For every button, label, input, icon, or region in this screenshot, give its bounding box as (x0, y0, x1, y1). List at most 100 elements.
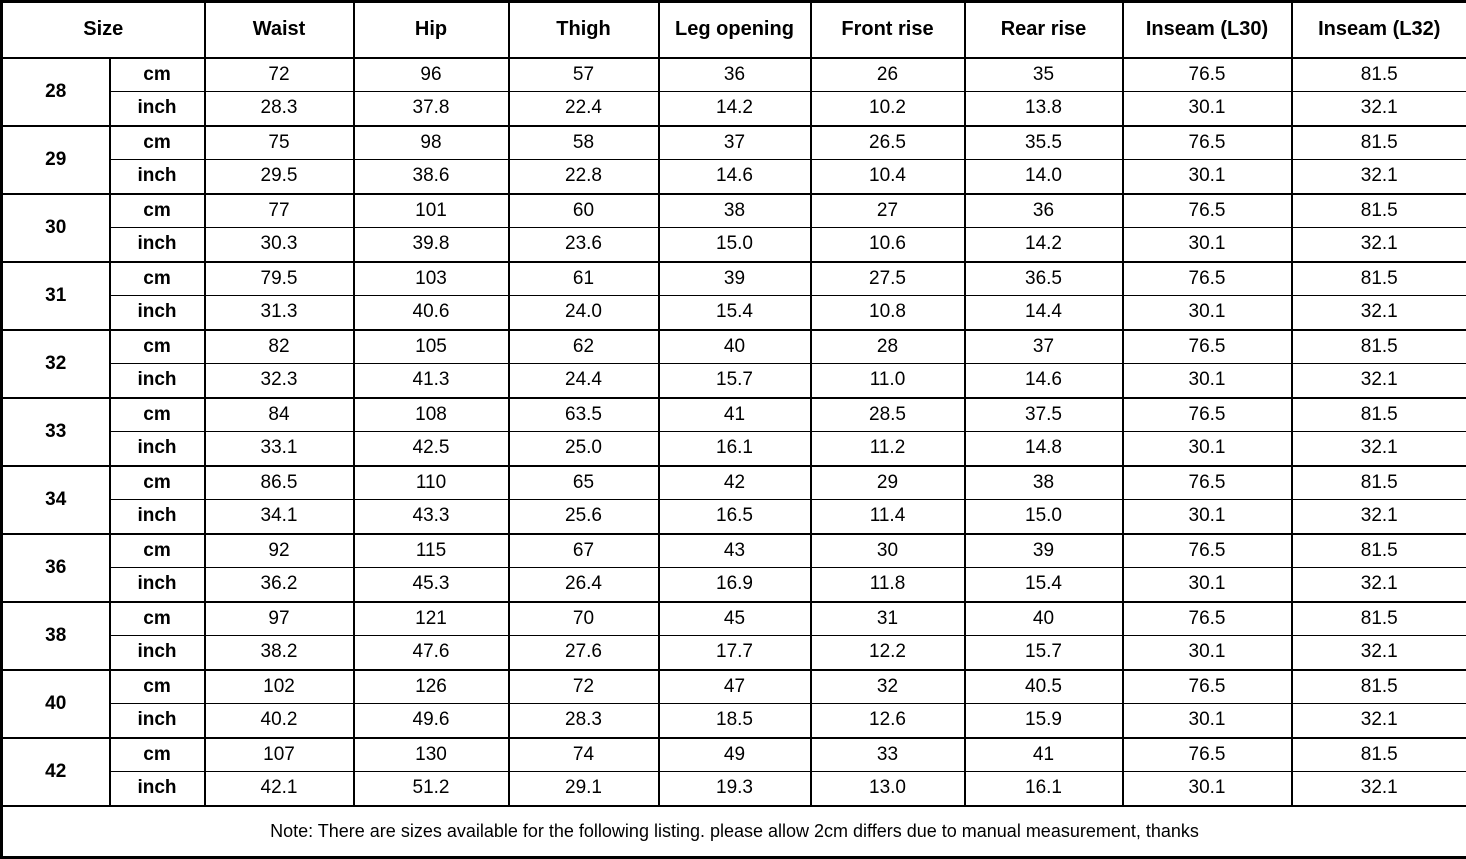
value-cell: 28.3 (205, 92, 354, 126)
value-cell: 10.4 (811, 160, 965, 194)
unit-label-inch: inch (110, 568, 205, 602)
value-cell: 96 (354, 58, 509, 92)
value-cell: 76.5 (1123, 398, 1292, 432)
value-cell: 45.3 (354, 568, 509, 602)
value-cell: 62 (509, 330, 659, 364)
note-row: Note: There are sizes available for the … (2, 806, 1466, 858)
value-cell: 29.5 (205, 160, 354, 194)
unit-label-inch: inch (110, 772, 205, 806)
value-cell: 79.5 (205, 262, 354, 296)
value-cell: 38 (965, 466, 1123, 500)
value-cell: 11.0 (811, 364, 965, 398)
value-cell: 74 (509, 738, 659, 772)
value-cell: 72 (509, 670, 659, 704)
header-row: Size Waist Hip Thigh Leg opening Front r… (2, 2, 1466, 58)
value-cell: 86.5 (205, 466, 354, 500)
value-cell: 27 (811, 194, 965, 228)
value-cell: 30.1 (1123, 228, 1292, 262)
value-cell: 32.1 (1292, 160, 1466, 194)
value-cell: 15.7 (965, 636, 1123, 670)
value-cell: 26.4 (509, 568, 659, 602)
value-cell: 30.1 (1123, 704, 1292, 738)
size-label: 28 (2, 58, 110, 126)
value-cell: 41.3 (354, 364, 509, 398)
header-thigh: Thigh (509, 2, 659, 58)
size-label: 40 (2, 670, 110, 738)
unit-label-inch: inch (110, 296, 205, 330)
size-label: 36 (2, 534, 110, 602)
value-cell: 30.1 (1123, 636, 1292, 670)
value-cell: 63.5 (509, 398, 659, 432)
value-cell: 16.5 (659, 500, 811, 534)
unit-label-inch: inch (110, 636, 205, 670)
value-cell: 28.5 (811, 398, 965, 432)
unit-label-cm: cm (110, 262, 205, 296)
value-cell: 32.1 (1292, 568, 1466, 602)
value-cell: 81.5 (1292, 466, 1466, 500)
value-cell: 108 (354, 398, 509, 432)
value-cell: 102 (205, 670, 354, 704)
value-cell: 14.0 (965, 160, 1123, 194)
value-cell: 32.1 (1292, 92, 1466, 126)
value-cell: 32.1 (1292, 772, 1466, 806)
value-cell: 26.5 (811, 126, 965, 160)
value-cell: 36 (659, 58, 811, 92)
value-cell: 82 (205, 330, 354, 364)
value-cell: 81.5 (1292, 330, 1466, 364)
value-cell: 38.2 (205, 636, 354, 670)
value-cell: 33.1 (205, 432, 354, 466)
value-cell: 28.3 (509, 704, 659, 738)
table-footer: Note: There are sizes available for the … (2, 806, 1466, 858)
value-cell: 36.2 (205, 568, 354, 602)
unit-label-cm: cm (110, 126, 205, 160)
unit-label-inch: inch (110, 704, 205, 738)
value-cell: 39 (965, 534, 1123, 568)
value-cell: 40 (659, 330, 811, 364)
unit-label-inch: inch (110, 160, 205, 194)
value-cell: 115 (354, 534, 509, 568)
value-cell: 15.7 (659, 364, 811, 398)
value-cell: 27.5 (811, 262, 965, 296)
value-cell: 12.6 (811, 704, 965, 738)
value-cell: 37.5 (965, 398, 1123, 432)
value-cell: 76.5 (1123, 330, 1292, 364)
value-cell: 11.4 (811, 500, 965, 534)
value-cell: 29.1 (509, 772, 659, 806)
value-cell: 60 (509, 194, 659, 228)
unit-label-inch: inch (110, 92, 205, 126)
value-cell: 10.2 (811, 92, 965, 126)
value-cell: 67 (509, 534, 659, 568)
header-rear-rise: Rear rise (965, 2, 1123, 58)
value-cell: 23.6 (509, 228, 659, 262)
value-cell: 126 (354, 670, 509, 704)
value-cell: 31.3 (205, 296, 354, 330)
value-cell: 49 (659, 738, 811, 772)
value-cell: 37 (965, 330, 1123, 364)
value-cell: 24.0 (509, 296, 659, 330)
unit-label-cm: cm (110, 602, 205, 636)
value-cell: 29 (811, 466, 965, 500)
value-cell: 49.6 (354, 704, 509, 738)
note-text: Note: There are sizes available for the … (2, 806, 1466, 858)
value-cell: 25.6 (509, 500, 659, 534)
header-leg-opening: Leg opening (659, 2, 811, 58)
value-cell: 40 (965, 602, 1123, 636)
value-cell: 15.0 (659, 228, 811, 262)
value-cell: 32.1 (1292, 636, 1466, 670)
value-cell: 14.8 (965, 432, 1123, 466)
value-cell: 32.1 (1292, 704, 1466, 738)
value-cell: 13.8 (965, 92, 1123, 126)
unit-label-cm: cm (110, 194, 205, 228)
value-cell: 36.5 (965, 262, 1123, 296)
value-cell: 30.1 (1123, 92, 1292, 126)
value-cell: 92 (205, 534, 354, 568)
value-cell: 72 (205, 58, 354, 92)
